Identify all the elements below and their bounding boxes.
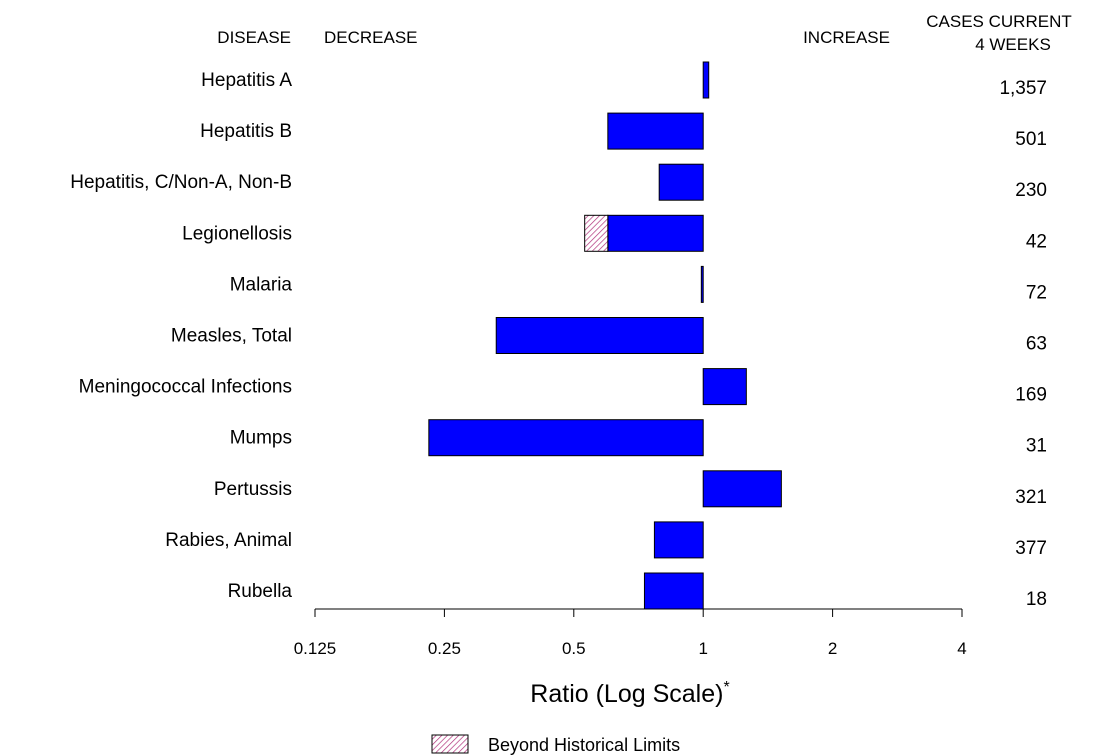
cases-meningococcal-infections: 169 bbox=[1015, 385, 1047, 406]
x-tick-label-4: 2 bbox=[828, 639, 837, 658]
x-axis-title-superscript: * bbox=[723, 679, 729, 696]
row-label-rabies-animal: Rabies, Animal bbox=[165, 530, 292, 551]
bar-pertussis bbox=[702, 470, 782, 508]
row-label-legionellosis: Legionellosis bbox=[182, 223, 292, 244]
bar-mumps bbox=[428, 419, 704, 457]
row-label-mumps: Mumps bbox=[230, 428, 292, 449]
header-decrease: DECREASE bbox=[324, 28, 418, 47]
row-label-rubella: Rubella bbox=[228, 581, 293, 602]
row-label-hepatitis-c-non-a-non-b: Hepatitis, C/Non-A, Non-B bbox=[70, 172, 292, 193]
row-label-hepatitis-a: Hepatitis A bbox=[201, 70, 292, 91]
bar-legionellosis bbox=[607, 214, 704, 252]
bar-malaria bbox=[700, 265, 704, 303]
bars bbox=[428, 61, 782, 610]
x-tick-label-3: 1 bbox=[698, 639, 707, 658]
x-tick-label-0: 0.125 bbox=[294, 639, 337, 658]
cases-rubella: 18 bbox=[1026, 589, 1047, 610]
bar-hepatitis-b bbox=[607, 112, 704, 150]
row-label-meningococcal-infections: Meningococcal Infections bbox=[79, 377, 292, 398]
row-label-hepatitis-b: Hepatitis B bbox=[200, 121, 292, 142]
bar-rubella bbox=[643, 572, 704, 610]
legend: Beyond Historical Limits bbox=[431, 734, 680, 755]
row-labels: Hepatitis A Hepatitis B Hepatitis, C/Non-A… bbox=[70, 70, 292, 602]
row-label-malaria: Malaria bbox=[230, 274, 293, 295]
cases-hepatitis-b: 501 bbox=[1015, 129, 1047, 150]
bar-measles-total bbox=[495, 317, 704, 354]
header-disease: DISEASE bbox=[217, 28, 291, 47]
cases-hepatitis-a: 1,357 bbox=[999, 78, 1047, 99]
x-axis-ticks: 0.125 0.25 0.5 1 2 4 bbox=[294, 609, 967, 658]
cases-measles-total: 63 bbox=[1026, 334, 1047, 355]
row-label-pertussis: Pertussis bbox=[214, 479, 292, 500]
bar-hepatitis-a bbox=[702, 61, 710, 99]
cases-rabies-animal: 377 bbox=[1015, 538, 1047, 559]
bar-rabies-animal bbox=[653, 521, 704, 559]
cases-hepatitis-c-non-a-non-b: 230 bbox=[1015, 180, 1047, 201]
cases-mumps: 31 bbox=[1026, 436, 1047, 457]
cases-pertussis: 321 bbox=[1015, 487, 1047, 508]
cases-malaria: 72 bbox=[1026, 282, 1047, 303]
legend-label: Beyond Historical Limits bbox=[488, 735, 680, 755]
beyond-limits-legionellosis bbox=[584, 214, 609, 252]
header-increase: INCREASE bbox=[803, 28, 890, 47]
cases-column: 1,357 501 230 42 72 63 169 31 321 377 18 bbox=[999, 78, 1047, 610]
x-axis-title-text: Ratio (Log Scale) bbox=[530, 680, 723, 708]
header-cases-line1: CASES CURRENT bbox=[926, 12, 1071, 31]
x-tick-label-1: 0.25 bbox=[428, 639, 461, 658]
x-tick-label-2: 0.5 bbox=[562, 639, 586, 658]
x-axis-title: Ratio (Log Scale)* bbox=[530, 679, 729, 708]
header-cases-line2: 4 WEEKS bbox=[975, 35, 1051, 54]
bar-meningococcal-infections bbox=[702, 368, 747, 406]
bar-hepatitis-c-non-a-non-b bbox=[658, 163, 704, 201]
x-tick-label-5: 4 bbox=[957, 639, 966, 658]
row-label-measles-total: Measles, Total bbox=[171, 326, 292, 347]
cases-legionellosis: 42 bbox=[1026, 231, 1047, 252]
legend-swatch bbox=[431, 734, 469, 754]
